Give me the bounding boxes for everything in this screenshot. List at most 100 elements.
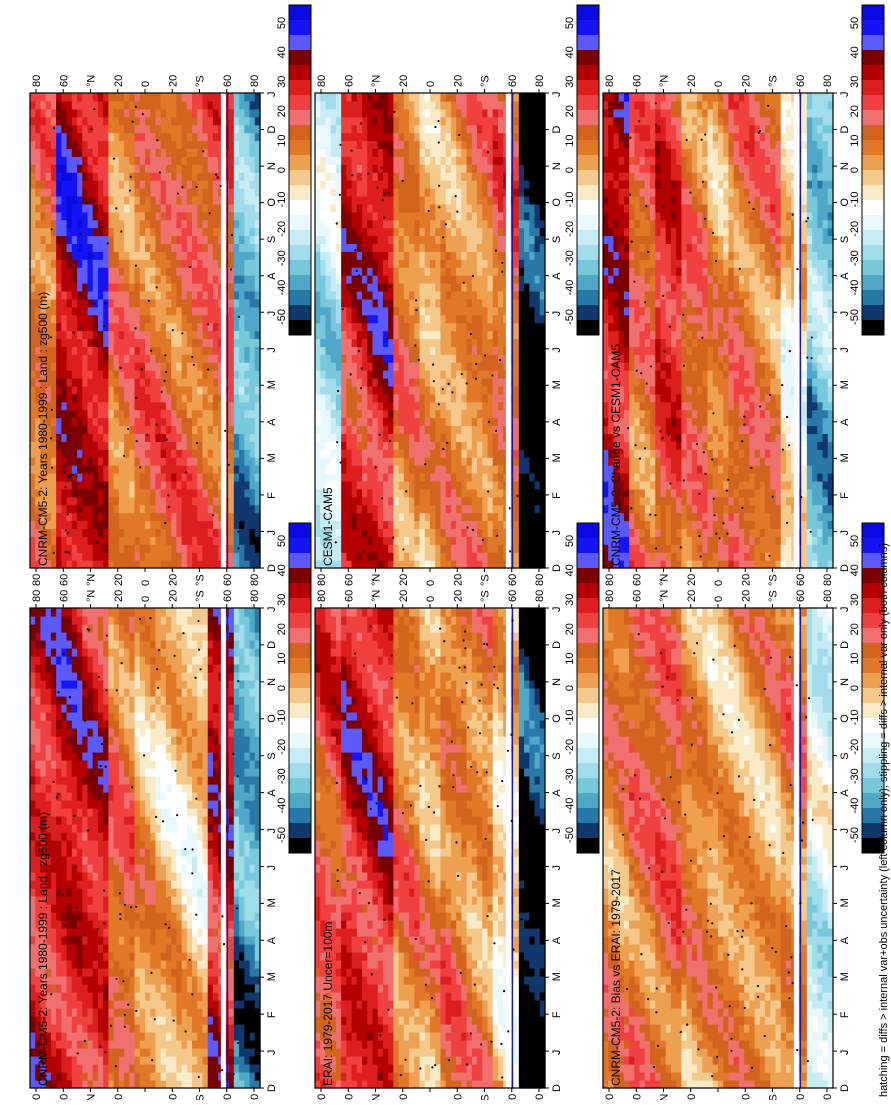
contour-cell [40, 283, 46, 292]
contour-cell [145, 338, 151, 347]
contour-cell [244, 856, 250, 865]
contour-cell [77, 133, 83, 142]
contour-cell [182, 688, 188, 697]
contour-cell [208, 267, 214, 276]
contour-cell [145, 236, 151, 245]
contour-cell [208, 720, 214, 729]
contour-cell [82, 1048, 88, 1057]
contour-cell [114, 928, 120, 937]
contour-cell [61, 307, 67, 316]
contour-cell [98, 968, 104, 977]
contour-cell [229, 1024, 235, 1033]
contour-cell [208, 370, 214, 379]
contour-cell [192, 744, 198, 753]
contour-cell [98, 992, 104, 1001]
contour-cell [108, 259, 114, 268]
contour-cell [197, 984, 203, 993]
contour-cell [82, 528, 88, 537]
contour-cell [155, 386, 161, 395]
contour-cell [176, 664, 182, 673]
contour-cell [129, 505, 135, 514]
contour-cell [119, 93, 125, 102]
contour-cell [61, 624, 67, 633]
contour-cell [192, 236, 198, 245]
contour-cell [145, 164, 151, 173]
contour-cell [135, 816, 141, 825]
contour-cell [56, 228, 62, 237]
contour-cell [187, 497, 193, 506]
contour-cell [197, 220, 203, 229]
contour-cell [114, 840, 120, 849]
contour-cell [82, 362, 88, 371]
contour-cell [61, 481, 67, 490]
contour-cell [145, 920, 151, 929]
contour-cell [182, 1080, 188, 1089]
contour-cell [155, 768, 161, 777]
contour-cell [135, 441, 141, 450]
contour-cell [213, 744, 219, 753]
contour-cell [244, 752, 250, 761]
contour-cell [208, 784, 214, 793]
contour-cell [208, 992, 214, 1001]
contour-cell [30, 513, 36, 522]
contour-cell [119, 346, 125, 355]
contour-cell [61, 259, 67, 268]
contour-cell [192, 402, 198, 411]
contour-cell [161, 481, 167, 490]
contour-cell [35, 752, 41, 761]
contour-cell [67, 760, 73, 769]
contour-cell [187, 141, 193, 150]
contour-cell [166, 521, 172, 530]
contour-cell [135, 315, 141, 324]
contour-cell [213, 656, 219, 665]
contour-cell [61, 832, 67, 841]
contour-cell [140, 394, 146, 403]
contour-cell [182, 528, 188, 537]
contour-cell [119, 872, 125, 881]
contour-cell [244, 928, 250, 937]
contour-cell [192, 378, 198, 387]
contour-cell [229, 1040, 235, 1049]
contour-cell [67, 204, 73, 213]
contour-cell [56, 528, 62, 537]
contour-cell [51, 291, 57, 300]
contour-cell [129, 688, 135, 697]
contour-cell [40, 109, 46, 118]
contour-cell [176, 133, 182, 142]
contour-cell [129, 1048, 135, 1057]
contour-cell [250, 776, 256, 785]
contour-cell [213, 180, 219, 189]
contour-cell [88, 928, 94, 937]
contour-cell [56, 307, 62, 316]
contour-cell [234, 792, 240, 801]
contour-cell [82, 640, 88, 649]
contour-cell [82, 824, 88, 833]
contour-cell [197, 394, 203, 403]
contour-cell [176, 936, 182, 945]
contour-cell [234, 640, 240, 649]
contour-cell [98, 117, 104, 126]
contour-cell [145, 648, 151, 657]
contour-cell [140, 386, 146, 395]
contour-cell [192, 840, 198, 849]
contour-cell [129, 275, 135, 284]
contour-cell [93, 394, 99, 403]
contour-cell [103, 402, 109, 411]
contour-cell [114, 1000, 120, 1009]
contour-cell [208, 840, 214, 849]
contour-cell [155, 824, 161, 833]
contour-cell [35, 172, 41, 181]
stipple-dot [116, 689, 118, 691]
contour-cell [67, 840, 73, 849]
contour-cell [140, 968, 146, 977]
contour-cell [197, 196, 203, 205]
contour-cell [244, 736, 250, 745]
contour-cell [103, 616, 109, 625]
contour-cell [187, 864, 193, 873]
contour-cell [56, 616, 62, 625]
contour-cell [119, 632, 125, 641]
contour-cell [119, 109, 125, 118]
contour-cell [103, 752, 109, 761]
contour-cell [234, 688, 240, 697]
contour-cell [135, 968, 141, 977]
